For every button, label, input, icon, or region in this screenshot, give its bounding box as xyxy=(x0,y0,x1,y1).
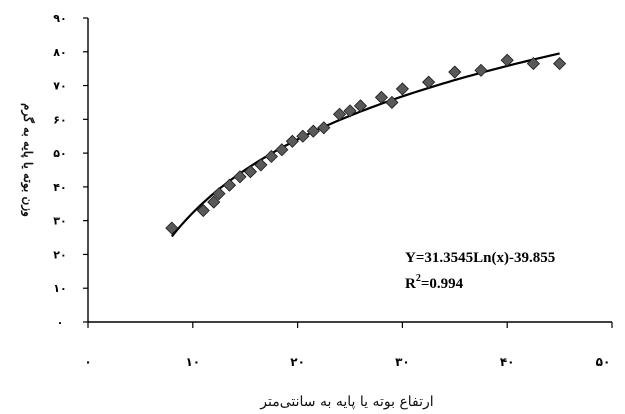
y-tick-label: ۲۰ xyxy=(53,248,66,261)
data-point xyxy=(285,134,299,148)
data-point xyxy=(332,107,347,121)
x-tick-label: ۲۰ xyxy=(290,355,305,369)
data-point xyxy=(196,203,210,218)
trend-equation: Y=31.3545Ln(x)-39.855 xyxy=(405,250,555,266)
data-point xyxy=(317,121,331,135)
data-point xyxy=(275,143,289,157)
r-squared-value: =0.994 xyxy=(421,276,464,292)
y-tick-label: ۵۰ xyxy=(53,147,66,160)
data-point xyxy=(264,149,278,164)
data-point xyxy=(385,95,399,110)
x-axis-ticks xyxy=(87,322,613,328)
y-tick-label: ۱۰ xyxy=(53,282,66,295)
data-point xyxy=(233,170,247,184)
y-tick-label: ۳۰ xyxy=(53,215,66,228)
r-squared-base: R xyxy=(405,276,416,292)
y-tick-label: ۷۰ xyxy=(53,80,66,93)
y-axis-title: وزن بوته یا پایه به گرم xyxy=(20,103,36,217)
x-axis-title: ارتفاع بوته یا پایه به سانتی‌متر xyxy=(259,394,433,410)
data-point xyxy=(395,82,409,96)
data-point xyxy=(474,63,488,77)
y-axis-ticks xyxy=(83,17,88,323)
y-tick-label: ۸۰ xyxy=(53,46,66,59)
y-tick-label: ۹۰ xyxy=(53,12,66,25)
x-axis-tick-labels: ۰ ۱۰ ۲۰ ۳۰ ۴۰ ۵۰ xyxy=(84,355,610,369)
data-point xyxy=(243,165,258,179)
x-tick-label: ۰ xyxy=(84,355,91,369)
data-point xyxy=(222,178,237,192)
data-point xyxy=(374,90,389,104)
data-point xyxy=(343,104,357,118)
r-squared-superscript: 2 xyxy=(416,273,421,284)
y-tick-label: ۰ xyxy=(57,316,64,329)
x-tick-label: ۴۰ xyxy=(500,355,515,369)
data-point xyxy=(254,158,268,172)
x-tick-label: ۳۰ xyxy=(395,355,410,369)
y-tick-label: ۴۰ xyxy=(53,181,66,194)
data-point xyxy=(207,195,221,209)
data-points xyxy=(165,53,567,235)
data-point xyxy=(212,187,226,201)
data-point xyxy=(296,129,310,143)
data-point xyxy=(353,99,368,113)
data-point xyxy=(526,57,540,71)
y-axis-tick-labels: ۰ ۱۰ ۲۰ ۳۰ ۴۰ ۵۰ ۶۰ ۷۰ ۸۰ ۹۰ xyxy=(53,12,66,329)
y-tick-label: ۶۰ xyxy=(53,113,66,126)
data-point xyxy=(165,221,179,235)
data-point xyxy=(306,124,320,138)
data-point xyxy=(422,75,436,89)
x-tick-label: ۱۰ xyxy=(185,355,200,369)
data-point xyxy=(448,65,462,79)
r-squared: R2=0.994 xyxy=(405,273,464,292)
x-tick-label: ۵۰ xyxy=(596,355,611,369)
data-point xyxy=(500,53,514,67)
trendline xyxy=(170,52,560,238)
data-point xyxy=(553,57,567,71)
